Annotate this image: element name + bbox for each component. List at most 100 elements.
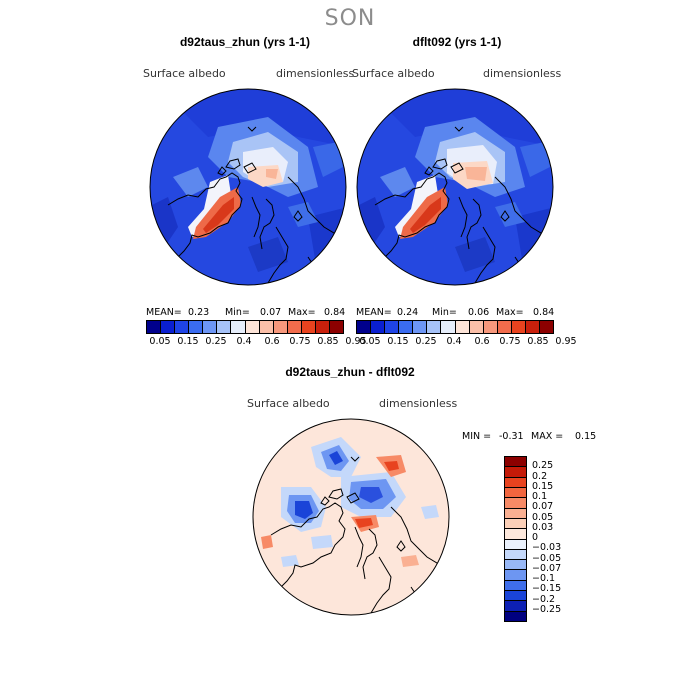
colorbar-tick-label: 0.4: [446, 336, 462, 347]
diff-colorbar-tick-label: −0.25: [532, 603, 562, 615]
left-min-label: Min=: [225, 307, 250, 318]
diff-colorbar-swatch: [505, 560, 526, 571]
diff-min-value: -0.31: [499, 431, 524, 442]
diff-max-value: 0.15: [575, 431, 597, 442]
left-units-label: dimensionless: [276, 67, 355, 80]
left-polar-map: [149, 88, 347, 286]
colorbar-tick-label: 0.75: [499, 336, 521, 347]
diff-variable-label: Surface albedo: [247, 397, 330, 410]
colorbar-tick-label: 0.05: [149, 336, 171, 347]
colorbar-tick-label: 0.85: [317, 336, 339, 347]
colorbar-swatch: [413, 321, 428, 333]
diff-units-label: dimensionless: [379, 397, 458, 410]
right-max-label: Max=: [496, 307, 524, 318]
colorbar-swatch: [455, 321, 470, 333]
colorbar-tick-label: 0.6: [264, 336, 280, 347]
colorbar-swatch: [330, 321, 344, 333]
right-variable-label: Surface albedo: [352, 67, 435, 80]
diff-colorbar-tick-label: 0.03: [532, 521, 554, 533]
diff-colorbar-tick-label: 0.2: [532, 470, 548, 482]
colorbar-swatch: [399, 321, 414, 333]
right-mean-label: MEAN=: [356, 307, 392, 318]
colorbar-swatch: [371, 321, 386, 333]
left-min-value: 0.07: [260, 307, 282, 318]
colorbar-tick-label: 0.15: [387, 336, 409, 347]
left-mean-label: MEAN=: [146, 307, 182, 318]
colorbar-swatch: [511, 321, 526, 333]
colorbar-swatch: [203, 321, 218, 333]
colorbar-swatch: [245, 321, 260, 333]
diff-colorbar-swatch: [505, 549, 526, 561]
colorbar-tick-label: 0.95: [555, 336, 577, 347]
diff-colorbar-tick-label: 0: [532, 532, 539, 543]
colorbar-swatch: [161, 321, 176, 333]
colorbar-swatch: [273, 321, 288, 333]
diff-colorbar-tick-label: 0.1: [532, 491, 548, 502]
diff-colorbar-swatch: [505, 477, 526, 488]
right-colorbar: [356, 320, 554, 334]
colorbar-swatch: [540, 321, 554, 333]
colorbar-swatch: [469, 321, 484, 333]
colorbar-tick-label: 0.75: [289, 336, 311, 347]
colorbar-swatch: [175, 321, 190, 333]
colorbar-swatch: [357, 321, 372, 333]
diff-colorbar-tick-label: −0.03: [532, 542, 562, 554]
colorbar-tick-label: 0.95: [345, 336, 367, 347]
left-max-label: Max=: [288, 307, 316, 318]
colorbar-tick-label: 0.85: [527, 336, 549, 347]
left-panel-title: d92taus_zhun (yrs 1-1): [179, 35, 311, 49]
diff-colorbar-tick-label: −0.05: [532, 552, 562, 564]
diff-panel-title: d92taus_zhun - dflt092: [285, 365, 415, 379]
right-units-label: dimensionless: [483, 67, 562, 80]
diff-colorbar-tick-label: 0.25: [532, 460, 554, 472]
diff-max-label: MAX =: [531, 431, 564, 442]
colorbar-swatch: [301, 321, 316, 333]
diff-colorbar-tick-label: −0.2: [532, 593, 556, 605]
diff-colorbar-tick-label: 0.07: [532, 501, 554, 513]
colorbar-swatch: [483, 321, 498, 333]
colorbar-swatch: [259, 321, 274, 333]
diff-colorbar-swatch: [505, 498, 526, 509]
diff-min-label: MIN =: [462, 431, 492, 442]
diff-colorbar-swatch: [505, 508, 526, 519]
diff-colorbar-swatch: [505, 570, 526, 581]
diff-colorbar: [504, 456, 527, 622]
diff-colorbar-swatch: [505, 591, 526, 602]
left-max-value: 0.84: [324, 307, 346, 318]
diff-colorbar-swatch: [505, 611, 526, 621]
diff-colorbar-swatch: [505, 529, 526, 540]
colorbar-swatch: [315, 321, 331, 333]
colorbar-swatch: [441, 321, 456, 333]
season-title: SON: [324, 6, 376, 31]
right-min-value: 0.06: [468, 307, 490, 318]
colorbar-tick-label: 0.4: [236, 336, 252, 347]
colorbar-swatch: [217, 321, 232, 333]
colorbar-swatch: [427, 321, 442, 333]
colorbar-swatch: [497, 321, 512, 333]
right-polar-map: [356, 88, 554, 286]
diff-colorbar-swatch: [505, 518, 526, 530]
colorbar-tick-label: 0.25: [205, 336, 227, 347]
diff-colorbar-swatch: [505, 457, 526, 468]
diff-colorbar-tick-label: −0.15: [532, 583, 562, 595]
right-max-value: 0.84: [533, 307, 555, 318]
colorbar-tick-label: 0.25: [415, 336, 437, 347]
right-min-label: Min=: [432, 307, 457, 318]
colorbar-swatch: [189, 321, 204, 333]
diff-colorbar-tick-label: 0.15: [532, 480, 554, 492]
colorbar-swatch: [287, 321, 302, 333]
colorbar-swatch: [231, 321, 246, 333]
diff-colorbar-swatch: [505, 539, 526, 550]
diff-colorbar-swatch: [505, 580, 526, 592]
colorbar-swatch: [525, 321, 541, 333]
left-mean-value: 0.23: [188, 307, 210, 318]
diff-colorbar-swatch: [505, 467, 526, 478]
diff-colorbar-tick-label: −0.1: [532, 573, 556, 584]
colorbar-swatch: [147, 321, 162, 333]
diff-colorbar-swatch: [505, 601, 526, 612]
left-variable-label: Surface albedo: [143, 67, 226, 80]
diff-colorbar-tick-label: −0.07: [532, 562, 562, 574]
diff-colorbar-tick-label: 0.05: [532, 511, 554, 523]
colorbar-tick-label: 0.6: [474, 336, 490, 347]
right-panel-title: dflt092 (yrs 1-1): [412, 35, 502, 49]
